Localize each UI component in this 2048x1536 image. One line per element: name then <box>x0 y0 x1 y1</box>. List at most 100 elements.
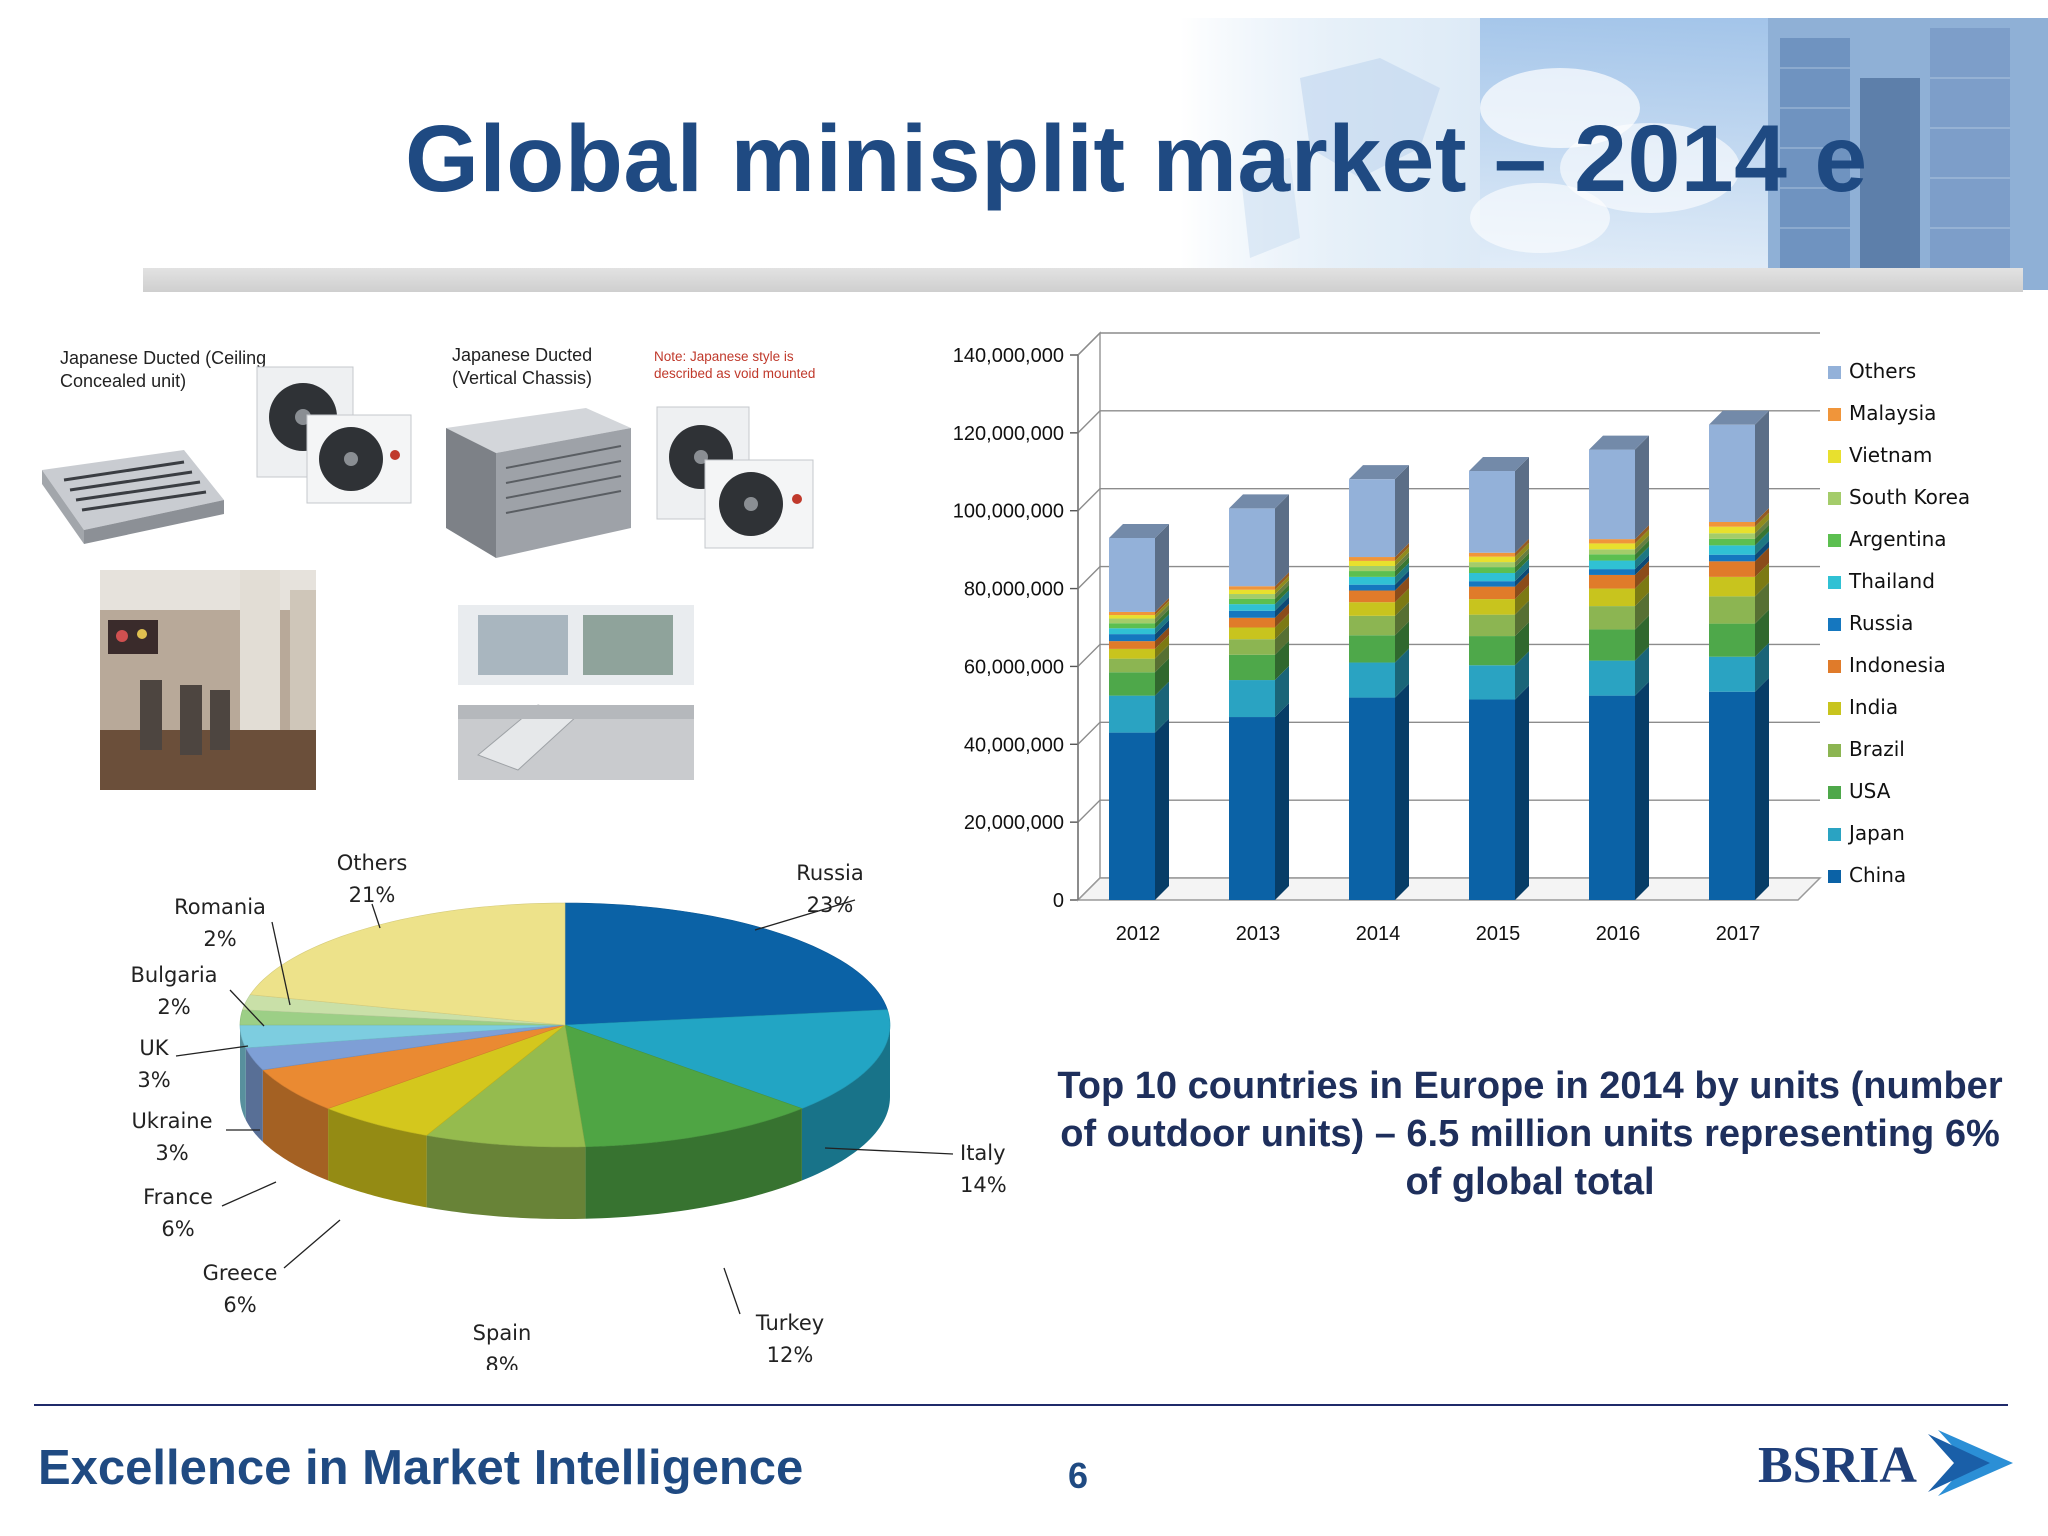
y-tick-label: 40,000,000 <box>964 734 1064 756</box>
bar-segment <box>1709 540 1769 562</box>
pie-label-romania: Romania 2% <box>174 895 291 1006</box>
bar-segment <box>1589 435 1649 540</box>
x-tick-label: 2016 <box>1596 923 1641 945</box>
bar-segment <box>1469 538 1529 557</box>
bar-segment <box>1589 560 1649 589</box>
bar-segment <box>1229 575 1289 595</box>
bar-segment <box>1589 681 1649 900</box>
svg-text:12%: 12% <box>767 1343 814 1367</box>
pie-label-bulgaria: Bulgaria 2% <box>130 963 265 1027</box>
x-tick-label: 2012 <box>1116 923 1161 945</box>
pie-slice-others <box>249 902 566 1026</box>
bar-segment <box>1709 582 1769 624</box>
svg-text:2%: 2% <box>157 995 190 1019</box>
legend-entry: Others <box>1849 359 1916 383</box>
bar-segment <box>1469 548 1529 568</box>
pie-slice-uk <box>239 1024 566 1049</box>
x-tick-label: 2017 <box>1716 923 1761 945</box>
svg-text:UK: UK <box>139 1036 169 1060</box>
gridline <box>1077 332 1820 356</box>
pie-label-spain: Spain 8% <box>473 1321 532 1370</box>
svg-text:3%: 3% <box>137 1068 170 1092</box>
legend-swatch <box>1828 618 1841 631</box>
pie-side-france <box>262 1069 329 1181</box>
page-number: 6 <box>1068 1455 1089 1496</box>
x-tick-label: 2013 <box>1236 923 1281 945</box>
bar-segment <box>1469 567 1529 587</box>
legend-swatch <box>1828 534 1841 547</box>
bar-segment <box>1229 494 1289 587</box>
bar-segment <box>1229 590 1289 611</box>
header-banner-image <box>1180 18 2048 290</box>
vertical-chassis-unit-image <box>436 398 636 563</box>
ceiling-unit-caption: Japanese Ducted (Ceiling Concealed unit) <box>60 348 267 391</box>
bar-segment <box>1109 658 1169 696</box>
y-axis-ticks: 0 20,000,000 40,000,000 60,000,000 80,000,00… <box>953 345 1064 912</box>
bar-segment <box>1109 614 1169 635</box>
pie-side-greece <box>328 1108 427 1208</box>
legend-swatch <box>1828 702 1841 715</box>
bar-segment <box>1229 640 1289 681</box>
bar-segment <box>1229 580 1289 599</box>
bar-segment <box>1109 609 1169 629</box>
bar-segment <box>1709 410 1769 523</box>
gridline <box>1077 643 1820 667</box>
svg-text:Romania: Romania <box>174 895 266 919</box>
svg-text:Italy: Italy <box>960 1141 1006 1165</box>
bar-segment <box>1349 546 1409 566</box>
bar-segment <box>1469 600 1529 637</box>
pie-label-uk: UK 3% <box>137 1036 249 1092</box>
svg-text:Others: Others <box>337 851 408 875</box>
bar-segment <box>1469 585 1529 615</box>
bar-segment <box>1469 542 1529 563</box>
svg-text:Russia: Russia <box>796 861 864 885</box>
bar-segment <box>1349 551 1409 572</box>
title-divider <box>143 268 2023 292</box>
pie-slice-turkey <box>564 1024 803 1148</box>
pie-slices <box>239 902 891 1148</box>
chart-floor <box>1076 355 1822 901</box>
pie-slice-france <box>262 1024 566 1109</box>
outdoor-units-image-2 <box>655 405 815 550</box>
bar-segment <box>1709 508 1769 527</box>
bar-segment <box>1469 651 1529 700</box>
legend-swatch <box>1828 450 1841 463</box>
legend-entry: Thailand <box>1848 569 1935 593</box>
pie-side-italy <box>801 1025 890 1181</box>
pie-label-italy: Italy 14% <box>824 1141 1007 1197</box>
svg-text:Turkey: Turkey <box>755 1311 824 1335</box>
bar-cap <box>1109 523 1169 538</box>
japanese-style-note: Note: Japanese style is described as voi… <box>654 349 816 381</box>
bar-segment <box>1709 562 1769 597</box>
legend-swatch <box>1828 408 1841 421</box>
legend-entry: Malaysia <box>1849 401 1936 425</box>
pie-sides <box>240 1025 890 1219</box>
bar-segment <box>1109 627 1169 649</box>
svg-text:2%: 2% <box>203 927 236 951</box>
bar-segment <box>1349 648 1409 698</box>
bar-segment <box>1109 620 1169 642</box>
pie-side-turkey <box>585 1108 802 1219</box>
ceiling-ducted-unit-image <box>34 430 230 546</box>
europe-summary-caption: Top 10 countries in Europe in 2014 by un… <box>1057 1065 2003 1203</box>
legend-swatch <box>1828 870 1841 883</box>
bar-cap <box>1709 410 1769 425</box>
footer-divider <box>34 1404 2008 1406</box>
bar-segment <box>1709 524 1769 546</box>
bar-stack-2012 <box>1109 523 1169 900</box>
gridline <box>1077 721 1820 745</box>
bar-segment <box>1589 529 1649 550</box>
bar-stack-2015 <box>1469 457 1529 900</box>
bar-segment <box>1589 525 1649 544</box>
bar-segment <box>1349 562 1409 585</box>
bar-segment <box>1349 465 1409 558</box>
footer-tagline: Excellence in Market Intelligence <box>38 1441 804 1495</box>
x-tick-label: 2015 <box>1476 923 1521 945</box>
bar-segment <box>1709 531 1769 555</box>
bar-segment <box>1709 547 1769 577</box>
svg-text:Ukraine: Ukraine <box>131 1109 212 1133</box>
bar-segment <box>1349 683 1409 900</box>
bar-segment <box>1469 559 1529 582</box>
legend-swatch <box>1828 660 1841 673</box>
bar-stack-2017 <box>1709 410 1769 900</box>
